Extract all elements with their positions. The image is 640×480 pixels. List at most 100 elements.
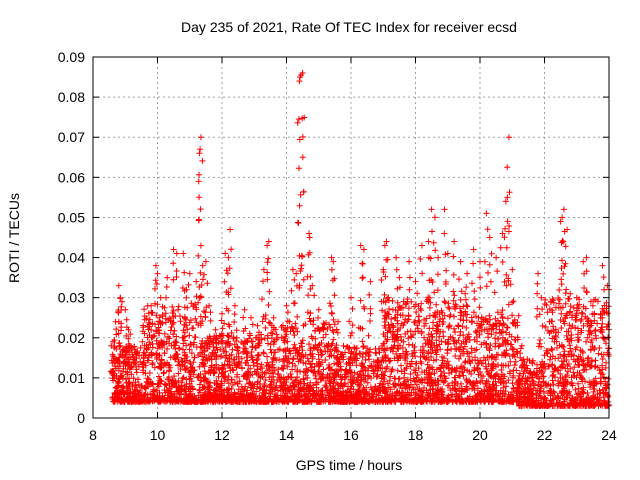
data-point xyxy=(233,327,240,334)
data-point xyxy=(246,330,253,337)
data-point xyxy=(536,311,543,318)
data-point xyxy=(260,350,267,357)
y-tick-label: 0.05 xyxy=(58,209,85,225)
data-point xyxy=(212,387,219,394)
y-tick-label: 0.08 xyxy=(58,89,85,105)
data-point xyxy=(230,334,237,341)
data-point xyxy=(169,377,176,383)
data-point xyxy=(504,324,511,331)
data-point xyxy=(461,343,468,350)
data-point xyxy=(384,380,391,387)
data-point xyxy=(325,398,332,405)
data-point xyxy=(156,330,163,337)
data-point xyxy=(568,325,574,332)
data-point xyxy=(501,234,508,241)
data-point xyxy=(196,171,202,178)
data-point xyxy=(430,393,437,400)
data-point xyxy=(448,391,455,398)
data-point xyxy=(507,358,514,365)
data-point xyxy=(297,191,304,198)
data-point xyxy=(137,344,144,351)
data-point xyxy=(207,317,214,324)
data-point xyxy=(477,369,483,375)
data-point xyxy=(550,299,557,306)
data-point xyxy=(496,398,503,405)
data-point xyxy=(451,292,458,299)
data-point xyxy=(159,320,166,327)
data-point xyxy=(494,392,501,399)
data-point xyxy=(509,299,516,306)
data-point xyxy=(372,367,378,373)
data-point xyxy=(223,267,230,274)
data-point xyxy=(201,347,208,354)
data-point xyxy=(502,225,509,232)
data-point xyxy=(269,359,275,366)
data-point xyxy=(455,322,462,329)
data-point xyxy=(506,331,513,338)
data-point xyxy=(315,399,322,405)
data-point xyxy=(294,346,301,353)
data-point xyxy=(468,398,475,405)
data-point xyxy=(148,349,155,356)
data-point xyxy=(135,381,142,388)
data-point xyxy=(546,363,552,370)
data-point xyxy=(358,362,365,369)
data-point xyxy=(119,375,126,382)
data-point xyxy=(594,320,601,327)
data-point xyxy=(540,364,546,371)
data-point xyxy=(559,304,566,311)
data-point xyxy=(567,365,574,372)
data-point xyxy=(362,372,369,379)
data-point xyxy=(602,364,609,371)
data-point xyxy=(187,390,194,397)
data-point xyxy=(181,386,188,393)
data-point xyxy=(578,327,585,334)
data-point xyxy=(328,303,334,309)
data-point xyxy=(224,332,231,339)
data-point xyxy=(414,386,421,392)
data-point xyxy=(463,324,470,331)
data-point xyxy=(398,362,404,369)
data-point xyxy=(436,318,443,325)
data-point xyxy=(598,378,604,385)
data-point xyxy=(309,360,315,367)
data-point xyxy=(289,380,296,387)
data-point xyxy=(510,346,517,353)
data-point xyxy=(560,344,567,350)
data-point xyxy=(577,372,584,379)
data-point xyxy=(340,342,347,349)
data-point xyxy=(495,336,502,342)
data-point xyxy=(260,266,267,273)
data-point xyxy=(410,331,416,338)
data-point xyxy=(284,318,291,325)
data-point xyxy=(512,358,519,365)
data-point xyxy=(601,302,608,309)
data-point xyxy=(477,322,484,329)
data-point xyxy=(552,374,559,381)
data-point xyxy=(429,397,436,404)
data-point xyxy=(578,316,585,323)
data-point xyxy=(599,320,606,327)
data-point xyxy=(180,346,186,353)
data-point xyxy=(343,366,350,373)
data-point xyxy=(351,344,358,351)
data-point xyxy=(300,375,307,382)
data-point xyxy=(169,398,176,405)
data-point xyxy=(206,355,213,362)
data-point xyxy=(273,331,280,338)
data-point xyxy=(553,338,560,345)
data-point xyxy=(282,335,289,342)
data-point xyxy=(376,349,383,356)
data-point xyxy=(441,298,448,305)
data-point xyxy=(560,206,567,213)
data-point xyxy=(371,387,378,394)
data-point xyxy=(505,228,512,235)
data-point xyxy=(310,317,317,324)
data-point xyxy=(426,392,433,399)
data-point xyxy=(145,397,152,404)
data-point xyxy=(197,242,204,249)
data-point xyxy=(325,365,332,372)
data-point xyxy=(201,375,208,382)
data-point xyxy=(441,312,448,319)
data-point xyxy=(357,297,364,304)
